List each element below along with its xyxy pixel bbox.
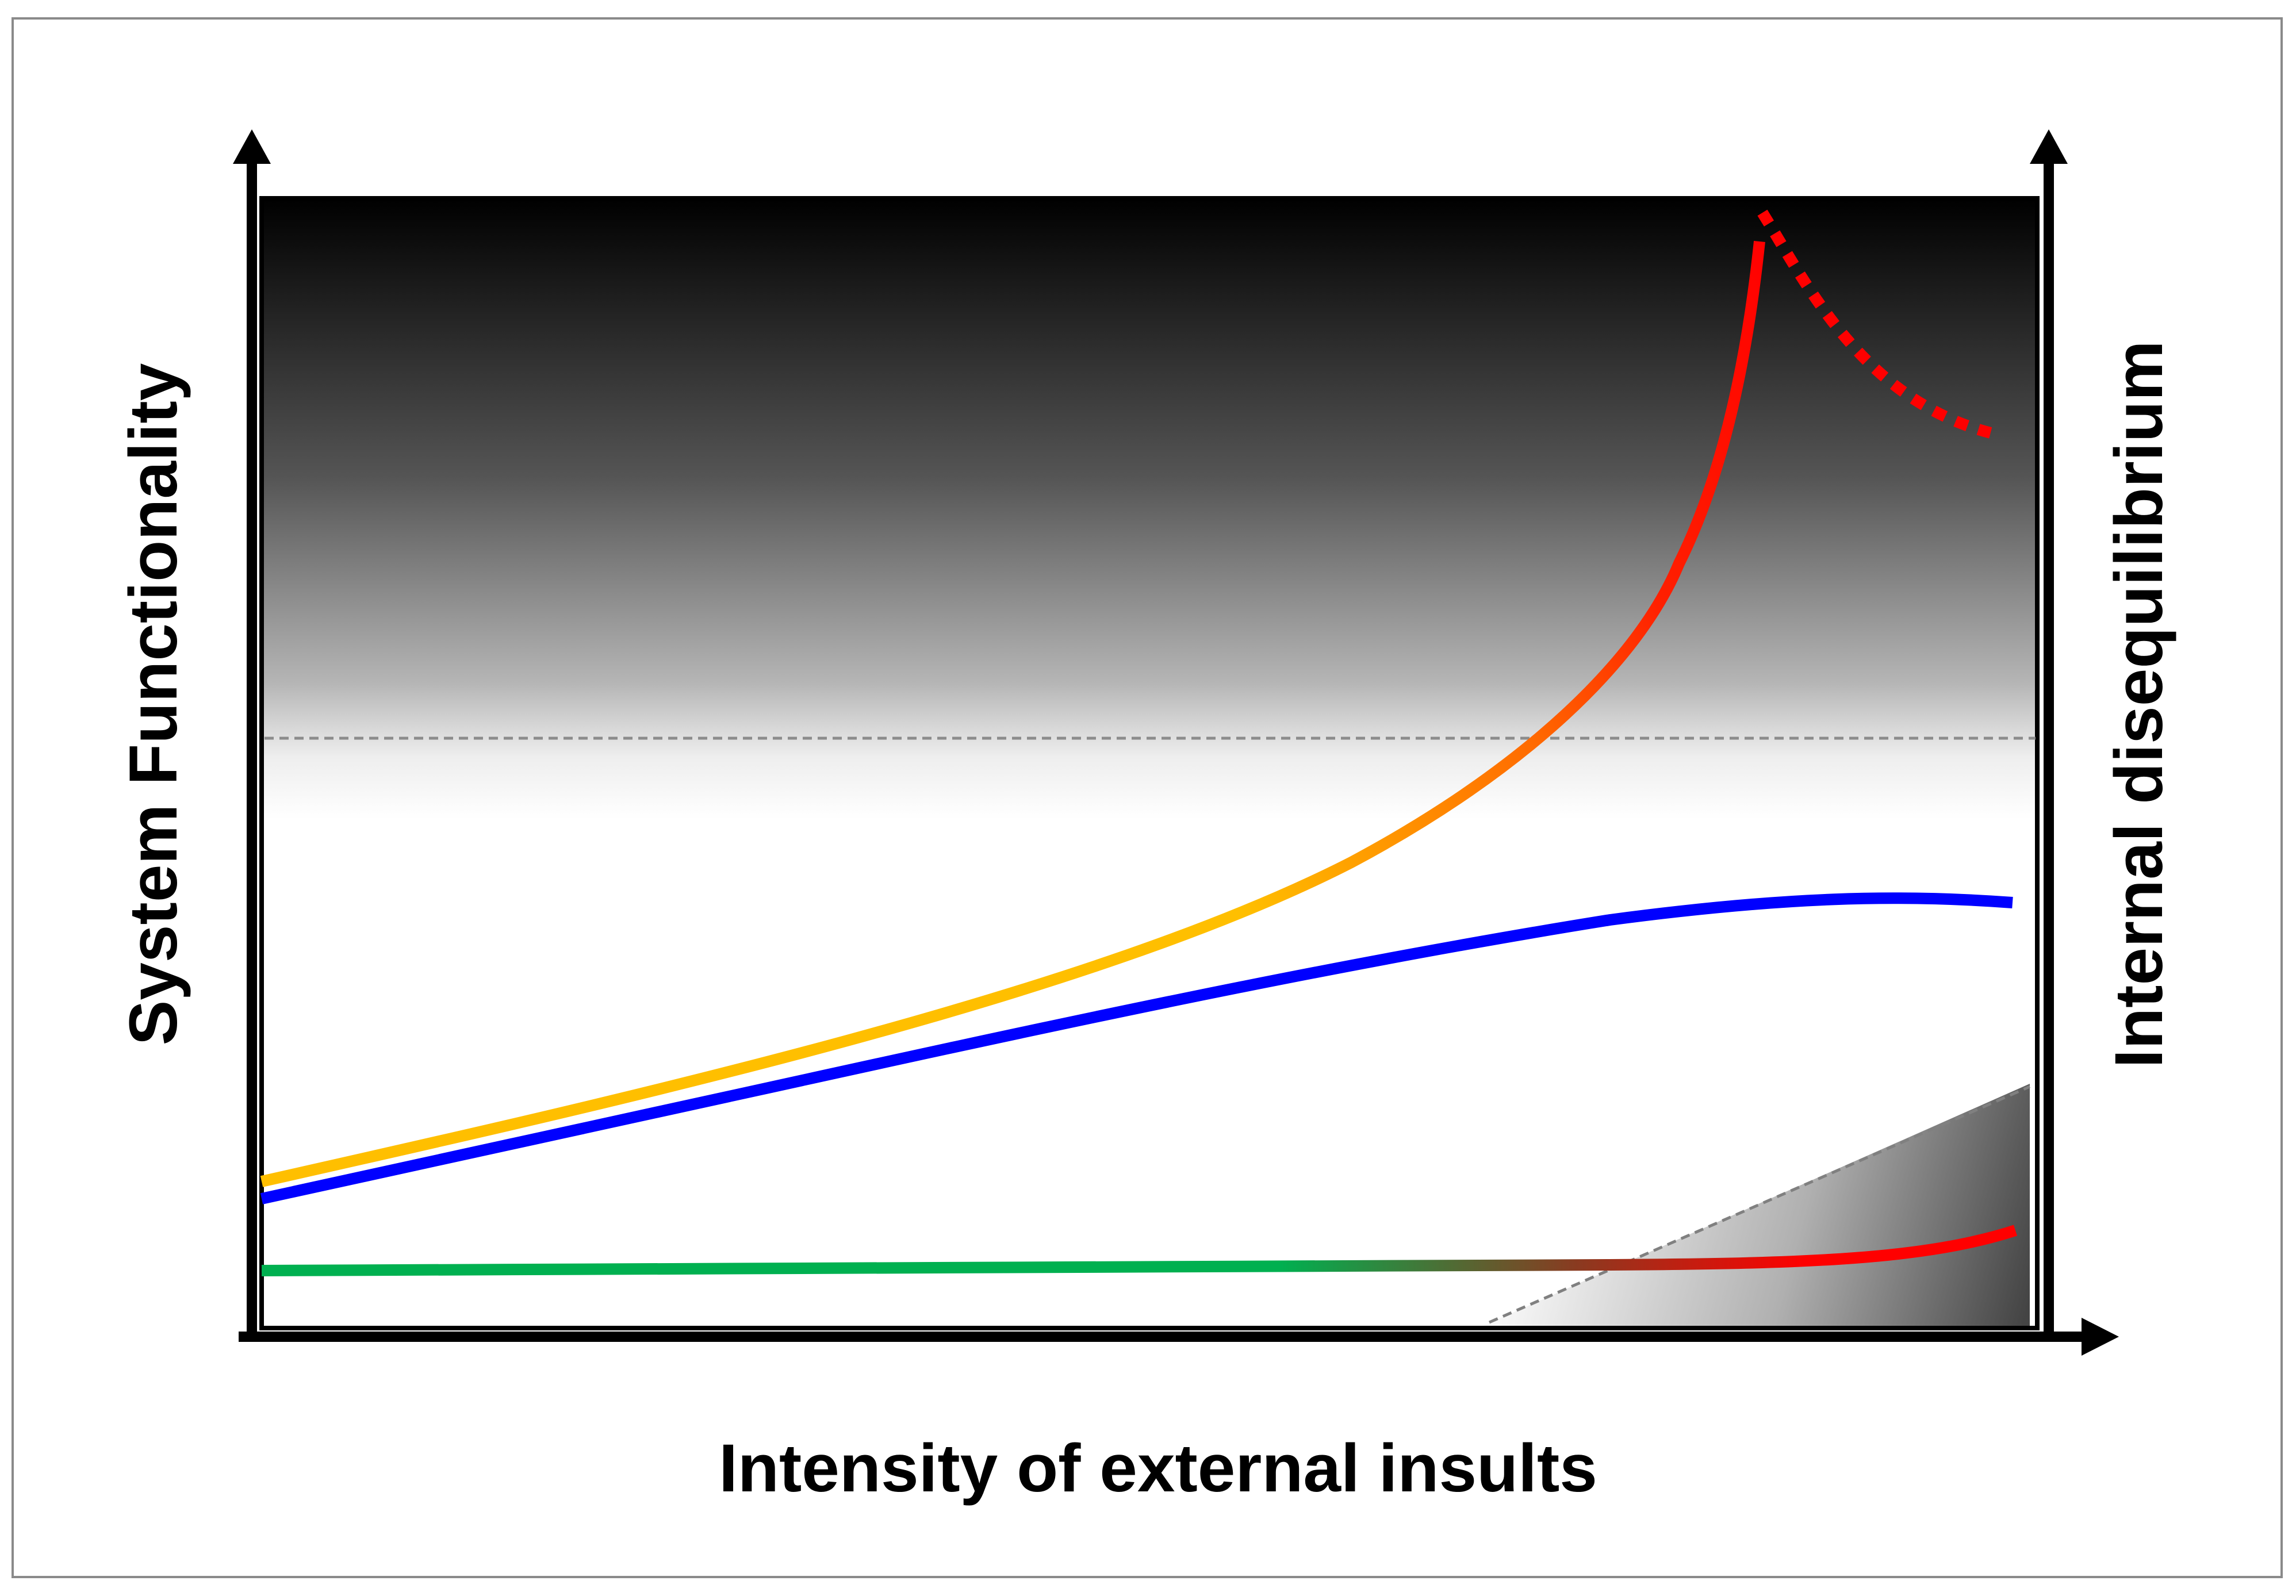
- right-y-axis-arrowhead: [2030, 129, 2068, 164]
- left-y-axis-arrowhead: [233, 129, 271, 164]
- top-shaded-region: [262, 198, 2037, 819]
- x-axis-label: Intensity of external insults: [719, 1430, 1597, 1506]
- blue-curve: [260, 892, 2013, 1204]
- right-y-axis-label: Internal disequilibrium: [2101, 340, 2177, 1068]
- left-y-axis-label: System Functionality: [116, 363, 191, 1046]
- green-red-curve: [261, 1225, 2018, 1276]
- x-axis-arrowhead: [2082, 1318, 2119, 1356]
- chart-border: [259, 196, 2040, 1330]
- red-dotted-decline: [1757, 209, 1997, 440]
- yellow-red-curve: [260, 240, 1765, 1187]
- diagonal-threshold-line: [1489, 1085, 2030, 1324]
